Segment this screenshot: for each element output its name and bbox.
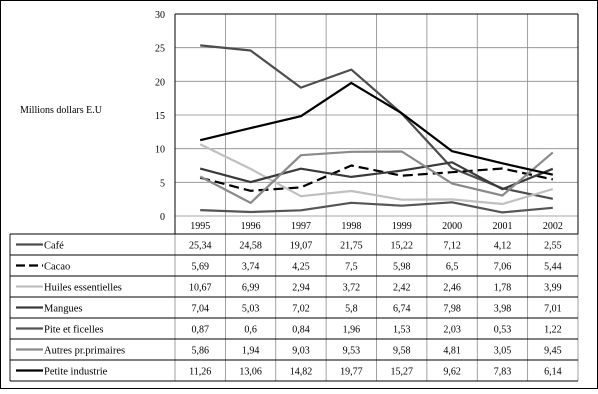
table-cell-value: 9,03: [292, 346, 310, 357]
table-cell-value: 19,77: [340, 367, 363, 378]
y-tick-label: 15: [155, 111, 165, 122]
series-name-label: Mangues: [44, 304, 83, 315]
table-cell-value: 5,44: [544, 262, 562, 273]
table-cell-value: 7,12: [443, 241, 461, 252]
series-line-1: [199, 164, 554, 192]
table-cell-value: 5,69: [191, 262, 209, 273]
table-cell-value: 4,12: [494, 241, 512, 252]
table-cell-value: 24,58: [239, 241, 262, 252]
series-line-4: [200, 201, 553, 214]
table-cell-value: 21,75: [340, 241, 363, 252]
series-line-2: [199, 143, 554, 206]
table-cell-value: 7,01: [544, 304, 562, 315]
table-cell-value: 2,46: [443, 283, 461, 294]
table-cell-value: 9,58: [393, 346, 411, 357]
table-cell-value: 9,45: [544, 346, 562, 357]
x-tick-label: 2000: [442, 221, 462, 232]
table-cell-value: 6,74: [393, 304, 411, 315]
table-cell-value: 0,87: [191, 325, 209, 336]
x-tick-label: 1998: [341, 221, 361, 232]
y-tick-label: 30: [155, 10, 165, 21]
x-tick-label: 1997: [291, 221, 311, 232]
x-tick-label: 1996: [241, 221, 261, 232]
y-tick-label: 20: [155, 77, 165, 88]
table-cell-value: 9,53: [343, 346, 361, 357]
series-name-label: Autres pr.primaires: [44, 346, 125, 357]
y-tick-label: 10: [155, 145, 165, 156]
table-cell-value: 15,27: [390, 367, 413, 378]
table-cell-value: 9,62: [443, 367, 461, 378]
table-cell-value: 2,03: [443, 325, 461, 336]
table-cell-value: 11,26: [189, 367, 211, 378]
x-tick-label: 2001: [492, 221, 512, 232]
table-cell-value: 3,05: [494, 346, 512, 357]
table-cell-value: 2,42: [393, 283, 411, 294]
table-cell-value: 6,99: [242, 283, 260, 294]
table-cell-value: 0,53: [494, 325, 512, 336]
table-cell-value: 7,06: [494, 262, 512, 273]
table-cell-value: 25,34: [189, 241, 212, 252]
table-cell-value: 7,98: [443, 304, 461, 315]
table-cell-value: 3,72: [343, 283, 361, 294]
table-cell-value: 10,67: [189, 283, 212, 294]
table-cell-value: 3,74: [242, 262, 260, 273]
series-name-label: Cacao: [44, 262, 70, 273]
table-cell-value: 15,22: [390, 241, 413, 252]
table-cell-value: 5,98: [393, 262, 411, 273]
table-cell-value: 6,5: [446, 262, 459, 273]
table-cell-value: 19,07: [290, 241, 313, 252]
table-cell-value: 0,6: [244, 325, 257, 336]
y-tick-label: 5: [160, 178, 165, 189]
x-tick-label: 1999: [392, 221, 412, 232]
table-cell-value: 5,86: [191, 346, 209, 357]
table-cell-value: 5,8: [345, 304, 358, 315]
table-cell-value: 7,04: [191, 304, 209, 315]
y-tick-label: 25: [155, 44, 165, 55]
table-cell-value: 14,82: [290, 367, 313, 378]
table-cell-value: 4,81: [443, 346, 461, 357]
series-line-3: [199, 161, 554, 191]
y-axis-label: Millions dollars E.U: [20, 105, 103, 116]
table-cell-value: 5,03: [242, 304, 260, 315]
x-tick-label: 1995: [190, 221, 210, 232]
table-cell-value: 3,99: [544, 283, 562, 294]
table-cell-value: 2,55: [544, 241, 562, 252]
table-cell-value: 7,83: [494, 367, 512, 378]
table-cell-value: 7,02: [292, 304, 310, 315]
table-cell-value: 1,96: [343, 325, 361, 336]
series-name-label: Café: [44, 241, 64, 252]
table-cell-value: 1,94: [242, 346, 260, 357]
table-cell-value: 13,06: [239, 367, 262, 378]
table-cell-value: 3,98: [494, 304, 512, 315]
series-name-label: Petite industrie: [44, 367, 108, 378]
x-tick-label: 2002: [543, 221, 563, 232]
series-name-label: Huiles essentielles: [44, 283, 122, 294]
table-cell-value: 4,25: [292, 262, 310, 273]
table-cell-value: 1,53: [393, 325, 411, 336]
table-cell-value: 1,78: [494, 283, 512, 294]
table-cell-value: 0,84: [292, 325, 310, 336]
series-line-6: [199, 81, 554, 176]
series-name-label: Pite et ficelles: [44, 325, 103, 336]
series-line-5: [199, 150, 554, 204]
table-cell-value: 2,94: [292, 283, 310, 294]
table-cell-value: 7,5: [345, 262, 358, 273]
y-tick-label: 0: [160, 212, 165, 223]
table-cell-value: 6,14: [544, 367, 562, 378]
table-cell-value: 1,22: [544, 325, 562, 336]
